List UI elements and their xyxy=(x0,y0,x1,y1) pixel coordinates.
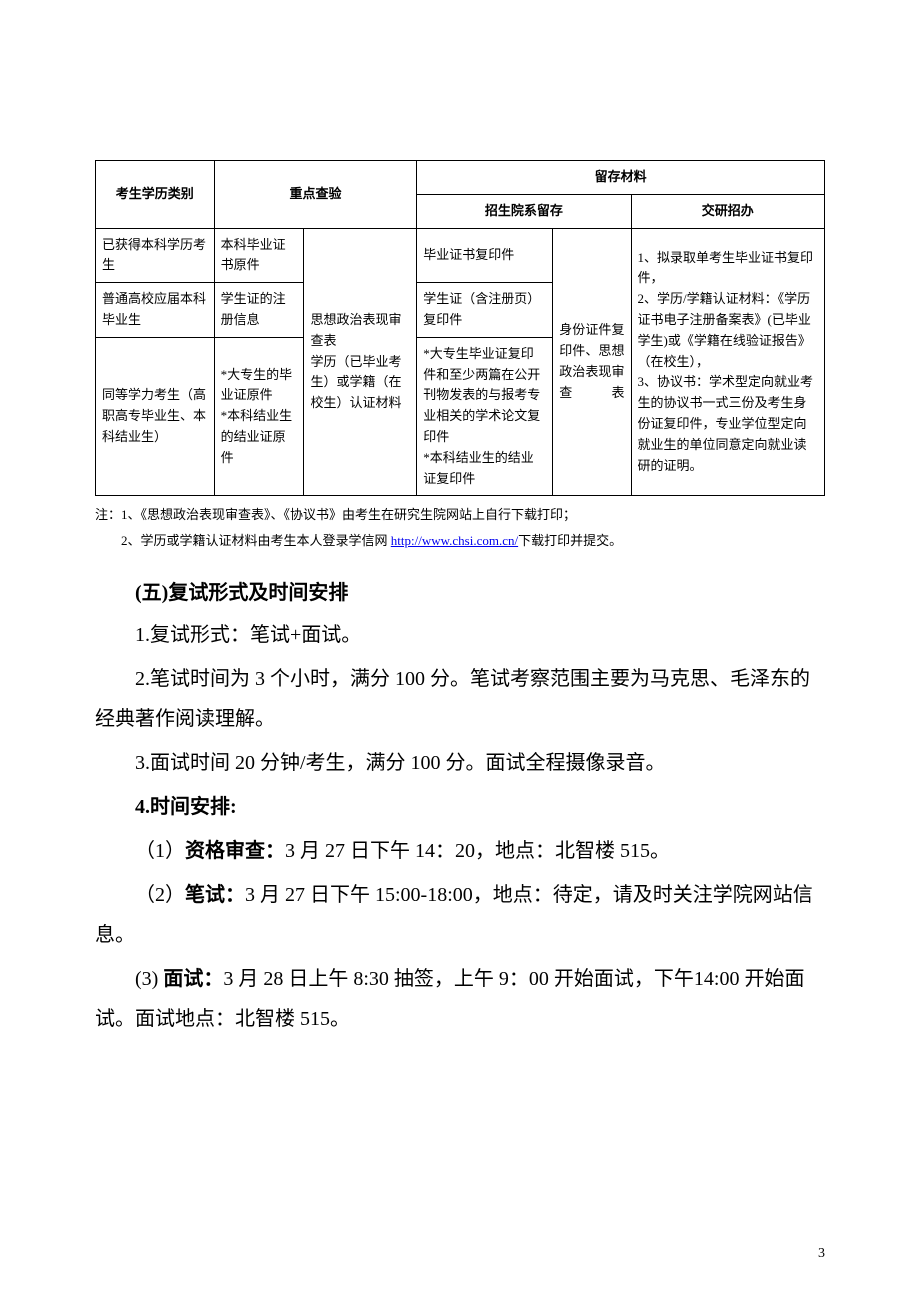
cell-id-merged: 身份证件复印件、思想政治表现审查表 xyxy=(553,228,631,496)
p6-bold: 笔试： xyxy=(185,884,245,906)
th-check: 重点查验 xyxy=(214,161,417,229)
cell-category-3: 同等学力考生（高职高专毕业生、本科结业生） xyxy=(96,337,215,496)
page-container: 考生学历类别 重点查验 留存材料 招生院系留存 交研招办 已获得本科学历考生 本… xyxy=(0,0,920,1302)
paragraph-7: (3) 面试：3 月 28 日上午 8:30 抽签，上午 9：00 开始面试，下… xyxy=(95,959,825,1039)
note-2-post: 下载打印并提交。 xyxy=(518,533,622,548)
p5-pre: （1） xyxy=(135,840,185,862)
cell-check-merged: 思想政治表现审查表学历（已毕业考生）或学籍（在校生）认证材料 xyxy=(304,228,417,496)
th-retain: 留存材料 xyxy=(417,161,825,195)
materials-table: 考生学历类别 重点查验 留存材料 招生院系留存 交研招办 已获得本科学历考生 本… xyxy=(95,160,825,496)
cell-check-2a: 学生证的注册信息 xyxy=(214,283,304,338)
section-heading-5: (五)复试形式及时间安排 xyxy=(95,576,825,605)
paragraph-4: 4.时间安排: xyxy=(95,787,825,827)
p5-bold: 资格审查： xyxy=(185,840,285,862)
chsi-link[interactable]: http://www.chsi.com.cn/ xyxy=(391,533,518,548)
p5-text: 3 月 27 日下午 14：20，地点：北智楼 515。 xyxy=(285,840,670,862)
table-header-row-1: 考生学历类别 重点查验 留存材料 xyxy=(96,161,825,195)
p7-pre: (3) xyxy=(135,968,163,990)
note-2-pre: 2、学历或学籍认证材料由考生本人登录学信网 xyxy=(121,533,391,548)
paragraph-1: 1.复试形式：笔试+面试。 xyxy=(95,615,825,655)
cell-dept-3: *大专生毕业证复印件和至少两篇在公开刊物发表的与报考专业相关的学术论文复印件*本… xyxy=(417,337,553,496)
table-notes: 注：1、《思想政治表现审查表》、《协议书》由考生在研究生院网站上自行下载打印； … xyxy=(95,502,825,554)
cell-category-1: 已获得本科学历考生 xyxy=(96,228,215,283)
page-number: 3 xyxy=(818,1246,825,1262)
cell-dept-1: 毕业证书复印件 xyxy=(417,228,553,283)
cell-check-3a: *大专生的毕业证原件*本科结业生的结业证原件 xyxy=(214,337,304,496)
notes-prefix: 注： xyxy=(95,507,121,522)
p7-bold: 面试： xyxy=(163,968,223,990)
cell-dept-2: 学生证（含注册页）复印件 xyxy=(417,283,553,338)
p6-pre: （2） xyxy=(135,884,185,906)
paragraph-2: 2.笔试时间为 3 个小时，满分 100 分。笔试考察范围主要为马克思、毛泽东的… xyxy=(95,659,825,739)
note-1: 1、《思想政治表现审查表》、《协议书》由考生在研究生院网站上自行下载打印； xyxy=(121,507,576,522)
cell-category-2: 普通高校应届本科毕业生 xyxy=(96,283,215,338)
cell-check-1a: 本科毕业证书原件 xyxy=(214,228,304,283)
th-dept: 招生院系留存 xyxy=(417,194,631,228)
cell-office-merged: 1、拟录取单考生毕业证书复印件，2、学历/学籍认证材料：《学历证书电子注册备案表… xyxy=(631,228,825,496)
paragraph-3: 3.面试时间 20 分钟/考生，满分 100 分。面试全程摄像录音。 xyxy=(95,743,825,783)
table-row: 已获得本科学历考生 本科毕业证书原件 思想政治表现审查表学历（已毕业考生）或学籍… xyxy=(96,228,825,283)
th-office: 交研招办 xyxy=(631,194,825,228)
paragraph-6: （2）笔试：3 月 27 日下午 15:00-18:00，地点：待定，请及时关注… xyxy=(95,875,825,955)
th-category: 考生学历类别 xyxy=(96,161,215,229)
paragraph-5: （1）资格审查：3 月 27 日下午 14：20，地点：北智楼 515。 xyxy=(95,831,825,871)
